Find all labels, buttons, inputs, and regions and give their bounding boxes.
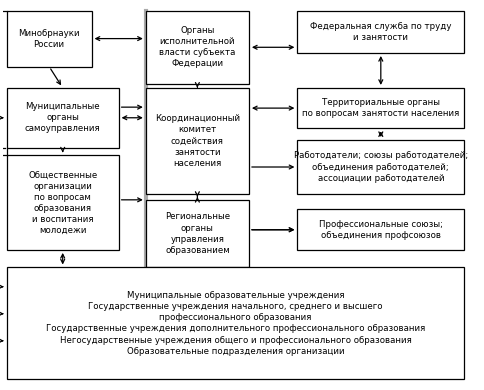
Bar — [7, 11, 91, 67]
Text: Региональные
органы
управления
образованием: Региональные органы управления образован… — [165, 213, 229, 255]
Bar — [297, 140, 463, 194]
Text: Территориальные органы
по вопросам занятости населения: Территориальные органы по вопросам занят… — [302, 98, 458, 118]
Text: Профессиональные союзы;
объединения профсоюзов: Профессиональные союзы; объединения проф… — [318, 220, 442, 240]
Text: Общественные
организации
по вопросам
образования
и воспитания
молодежи: Общественные организации по вопросам обр… — [28, 170, 97, 235]
Text: Координационный
комитет
содействия
занятости
населения: Координационный комитет содействия занят… — [154, 114, 240, 168]
Bar — [145, 88, 248, 194]
Bar — [145, 11, 248, 84]
Bar — [7, 88, 119, 148]
Text: Муниципальные
органы
самоуправления: Муниципальные органы самоуправления — [25, 102, 100, 133]
Bar — [7, 156, 119, 250]
Text: Муниципальные образовательные учреждения
Государственные учреждения начального, : Муниципальные образовательные учреждения… — [46, 291, 424, 356]
Bar — [297, 209, 463, 250]
Bar — [297, 11, 463, 53]
Text: Работодатели; союзы работодателей;
объединения работодателей;
ассоциации работод: Работодатели; союзы работодателей; объед… — [293, 151, 467, 183]
Text: Минобрнауки
России: Минобрнауки России — [18, 28, 80, 49]
Text: Органы
исполнительной
власти субъекта
Федерации: Органы исполнительной власти субъекта Фе… — [159, 26, 235, 68]
Bar — [297, 88, 463, 128]
Bar — [145, 200, 248, 268]
Bar — [7, 268, 463, 379]
Text: Федеральная служба по труду
и занятости: Федеральная служба по труду и занятости — [309, 22, 451, 42]
